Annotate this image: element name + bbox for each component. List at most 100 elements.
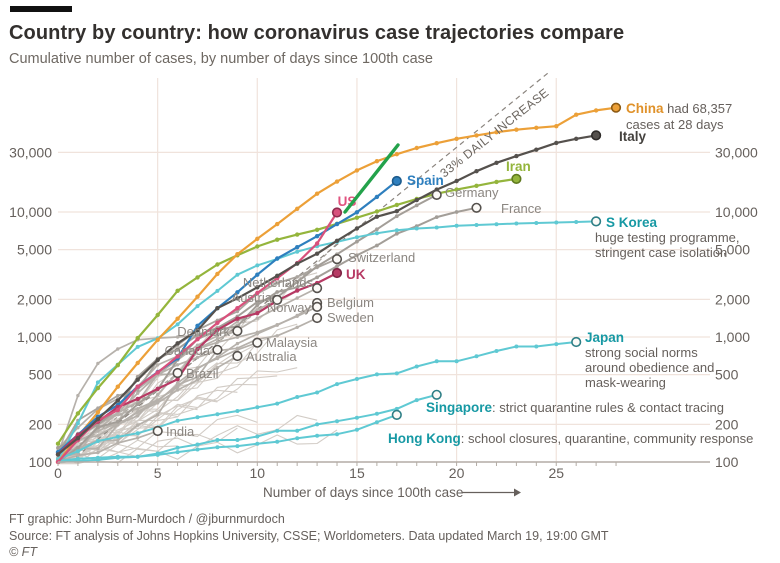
marker bbox=[235, 252, 240, 257]
endpoint-dot-italy bbox=[590, 130, 602, 141]
marker bbox=[175, 418, 180, 423]
marker bbox=[275, 439, 280, 444]
marker bbox=[394, 209, 399, 214]
marker bbox=[135, 384, 140, 389]
marker bbox=[354, 415, 359, 420]
marker bbox=[235, 348, 240, 352]
y-tick-label-right: 100 bbox=[715, 454, 739, 470]
endpoint-dot-australia bbox=[232, 350, 243, 362]
marker bbox=[454, 136, 459, 141]
marker bbox=[95, 385, 101, 391]
marker bbox=[195, 343, 200, 347]
marker bbox=[136, 391, 140, 395]
marker bbox=[255, 300, 260, 304]
marker bbox=[534, 125, 539, 130]
marker bbox=[156, 363, 160, 367]
page-subtitle: Cumulative number of cases, by number of… bbox=[9, 51, 433, 67]
marker bbox=[175, 322, 180, 327]
marker bbox=[474, 169, 479, 174]
marker bbox=[295, 249, 300, 254]
x-tick-label: 5 bbox=[154, 465, 162, 481]
marker bbox=[375, 243, 379, 248]
background-trajectory bbox=[57, 351, 238, 465]
marker bbox=[354, 168, 360, 173]
marker bbox=[514, 344, 519, 349]
marker bbox=[96, 429, 100, 433]
marker bbox=[275, 256, 280, 261]
marker bbox=[255, 244, 260, 249]
marker bbox=[295, 275, 299, 279]
series-india bbox=[57, 430, 158, 462]
marker bbox=[314, 191, 320, 196]
marker bbox=[354, 377, 359, 381]
marker bbox=[235, 309, 240, 314]
marker bbox=[494, 222, 499, 227]
marker bbox=[95, 457, 100, 462]
marker bbox=[116, 438, 120, 443]
marker bbox=[96, 406, 100, 410]
marker bbox=[175, 288, 180, 293]
x-tick-label: 15 bbox=[349, 465, 365, 481]
chart-label-12: UK bbox=[346, 267, 366, 282]
marker bbox=[235, 341, 240, 346]
marker bbox=[235, 290, 240, 295]
marker bbox=[434, 141, 439, 146]
chart-label-27: mask-wearing bbox=[585, 375, 666, 390]
marker bbox=[195, 275, 200, 280]
marker bbox=[394, 202, 399, 208]
marker bbox=[494, 349, 499, 353]
marker bbox=[295, 206, 300, 211]
marker bbox=[315, 433, 320, 438]
marker bbox=[255, 330, 259, 334]
marker bbox=[135, 360, 140, 366]
marker bbox=[135, 344, 140, 349]
chart-label-16: Belgium bbox=[327, 295, 374, 310]
x-axis-arrow-head bbox=[514, 488, 521, 497]
endpoint-dot-singapore bbox=[431, 389, 442, 400]
y-tick-label-right: 30,000 bbox=[715, 144, 758, 160]
page-title: Country by country: how coronavirus case… bbox=[9, 22, 625, 44]
marker bbox=[235, 438, 240, 442]
y-tick-label-right: 5,000 bbox=[715, 242, 750, 258]
x-tick-label: 25 bbox=[548, 465, 564, 481]
marker bbox=[235, 296, 240, 301]
marker bbox=[75, 421, 80, 426]
marker bbox=[215, 288, 220, 293]
marker bbox=[135, 335, 140, 341]
marker bbox=[175, 335, 180, 339]
marker bbox=[175, 316, 180, 321]
marker bbox=[55, 441, 61, 446]
marker bbox=[275, 290, 280, 294]
marker bbox=[275, 306, 279, 310]
marker bbox=[175, 445, 180, 450]
marker bbox=[155, 386, 160, 391]
marker bbox=[75, 411, 81, 416]
x-tick-label: 20 bbox=[449, 465, 465, 481]
marker bbox=[255, 441, 260, 446]
marker bbox=[135, 431, 140, 436]
background-trajectory bbox=[57, 343, 258, 459]
endpoint-dot-switzerland bbox=[331, 254, 343, 265]
y-tick-label-left: 5,000 bbox=[17, 242, 52, 258]
marker bbox=[414, 398, 419, 403]
marker bbox=[75, 436, 81, 441]
marker bbox=[175, 354, 180, 359]
marker bbox=[136, 436, 140, 440]
marker bbox=[255, 236, 260, 241]
marker bbox=[175, 363, 180, 367]
marker bbox=[574, 112, 579, 117]
marker bbox=[295, 325, 299, 329]
marker bbox=[116, 347, 120, 351]
marker bbox=[554, 140, 559, 146]
background-trajectory bbox=[57, 272, 318, 465]
marker bbox=[96, 425, 100, 430]
y-tick-label-left: 200 bbox=[29, 416, 53, 432]
marker bbox=[374, 209, 380, 214]
marker bbox=[554, 124, 559, 129]
marker bbox=[275, 221, 280, 227]
daily-increase-label: 33% DAILY INCREASE bbox=[437, 85, 551, 180]
chart-label-6: France bbox=[501, 201, 541, 216]
marker bbox=[255, 434, 260, 439]
marker bbox=[155, 337, 160, 342]
footer-source: Source: FT analysis of Johns Hopkins Uni… bbox=[9, 528, 609, 543]
